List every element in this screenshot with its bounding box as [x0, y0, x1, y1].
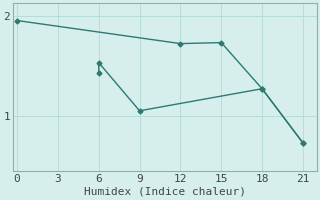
X-axis label: Humidex (Indice chaleur): Humidex (Indice chaleur) — [84, 187, 246, 197]
